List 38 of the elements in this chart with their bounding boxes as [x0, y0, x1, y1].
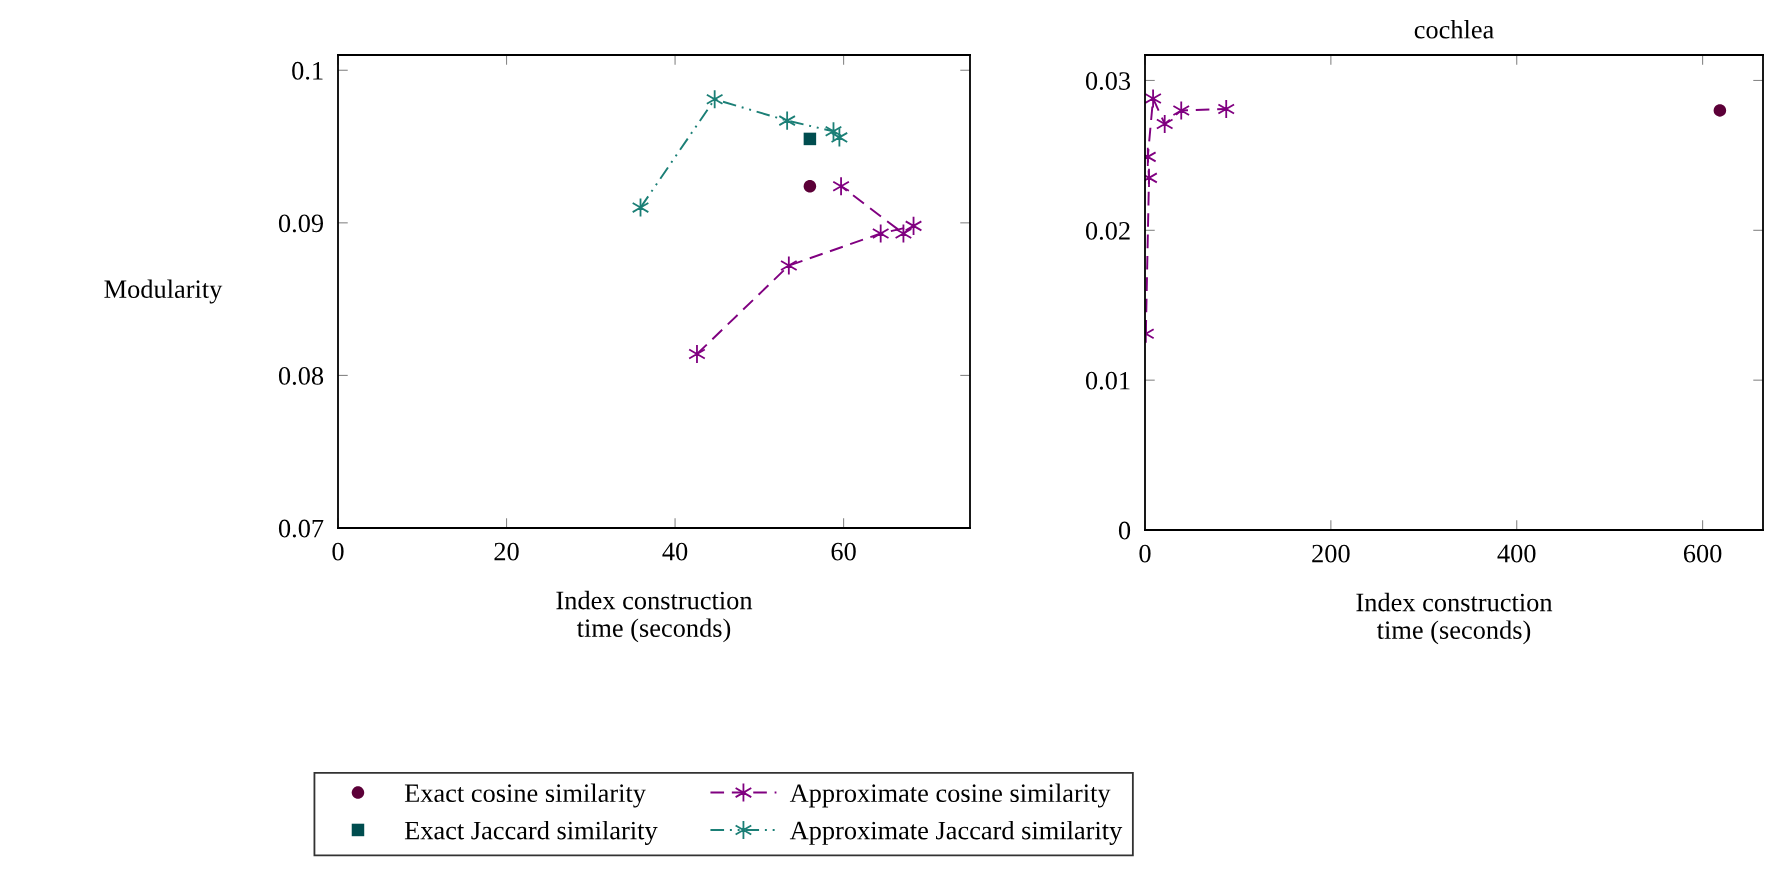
point — [778, 110, 796, 131]
y-tick-label: 0.08 — [278, 367, 324, 385]
point — [705, 89, 724, 110]
x-tick-label: 20 — [494, 542, 519, 561]
y-tick-label: 0 — [1118, 521, 1131, 540]
point — [688, 344, 706, 364]
legend-label: Approximate Jaccard similarity — [789, 820, 1123, 845]
y-tick-label: 0.09 — [278, 214, 324, 233]
point — [780, 255, 798, 276]
point — [1172, 100, 1190, 121]
point — [1145, 88, 1162, 109]
legend-label: Exact Jaccard similarity — [404, 820, 658, 845]
point — [1713, 104, 1727, 117]
y-tick-label: 0.1 — [292, 61, 323, 80]
legend-label: Exact cosine similarity — [404, 783, 646, 808]
chart-title: cochlea — [1414, 20, 1494, 39]
y-tick-label: 0.03 — [1085, 72, 1131, 90]
y-tick-label: 0.02 — [1085, 221, 1130, 240]
x-tick-label: 400 — [1497, 544, 1536, 563]
point — [1217, 99, 1235, 119]
point — [1155, 113, 1174, 134]
y-tick-label: 0.07 — [278, 519, 324, 538]
x-tick-label: 600 — [1683, 544, 1722, 563]
x-axis-title: Index construction time (seconds) — [1356, 592, 1553, 645]
x-tick-label: 0 — [332, 542, 344, 561]
point — [803, 179, 817, 193]
y-axis-title: Modularity — [104, 279, 223, 304]
y-tick-label: 0.01 — [1085, 371, 1130, 390]
x-tick-label: 40 — [662, 542, 688, 561]
x-tick-label: 200 — [1312, 544, 1350, 563]
x-axis-title: Index construction time (seconds) — [556, 590, 753, 643]
x-tick-label: 0 — [1139, 544, 1151, 563]
point — [871, 223, 890, 244]
x-tick-label: 60 — [831, 542, 856, 561]
point — [830, 127, 849, 148]
point — [832, 176, 850, 197]
legend-label: Approximate cosine similarity — [789, 783, 1111, 808]
point — [803, 132, 817, 146]
